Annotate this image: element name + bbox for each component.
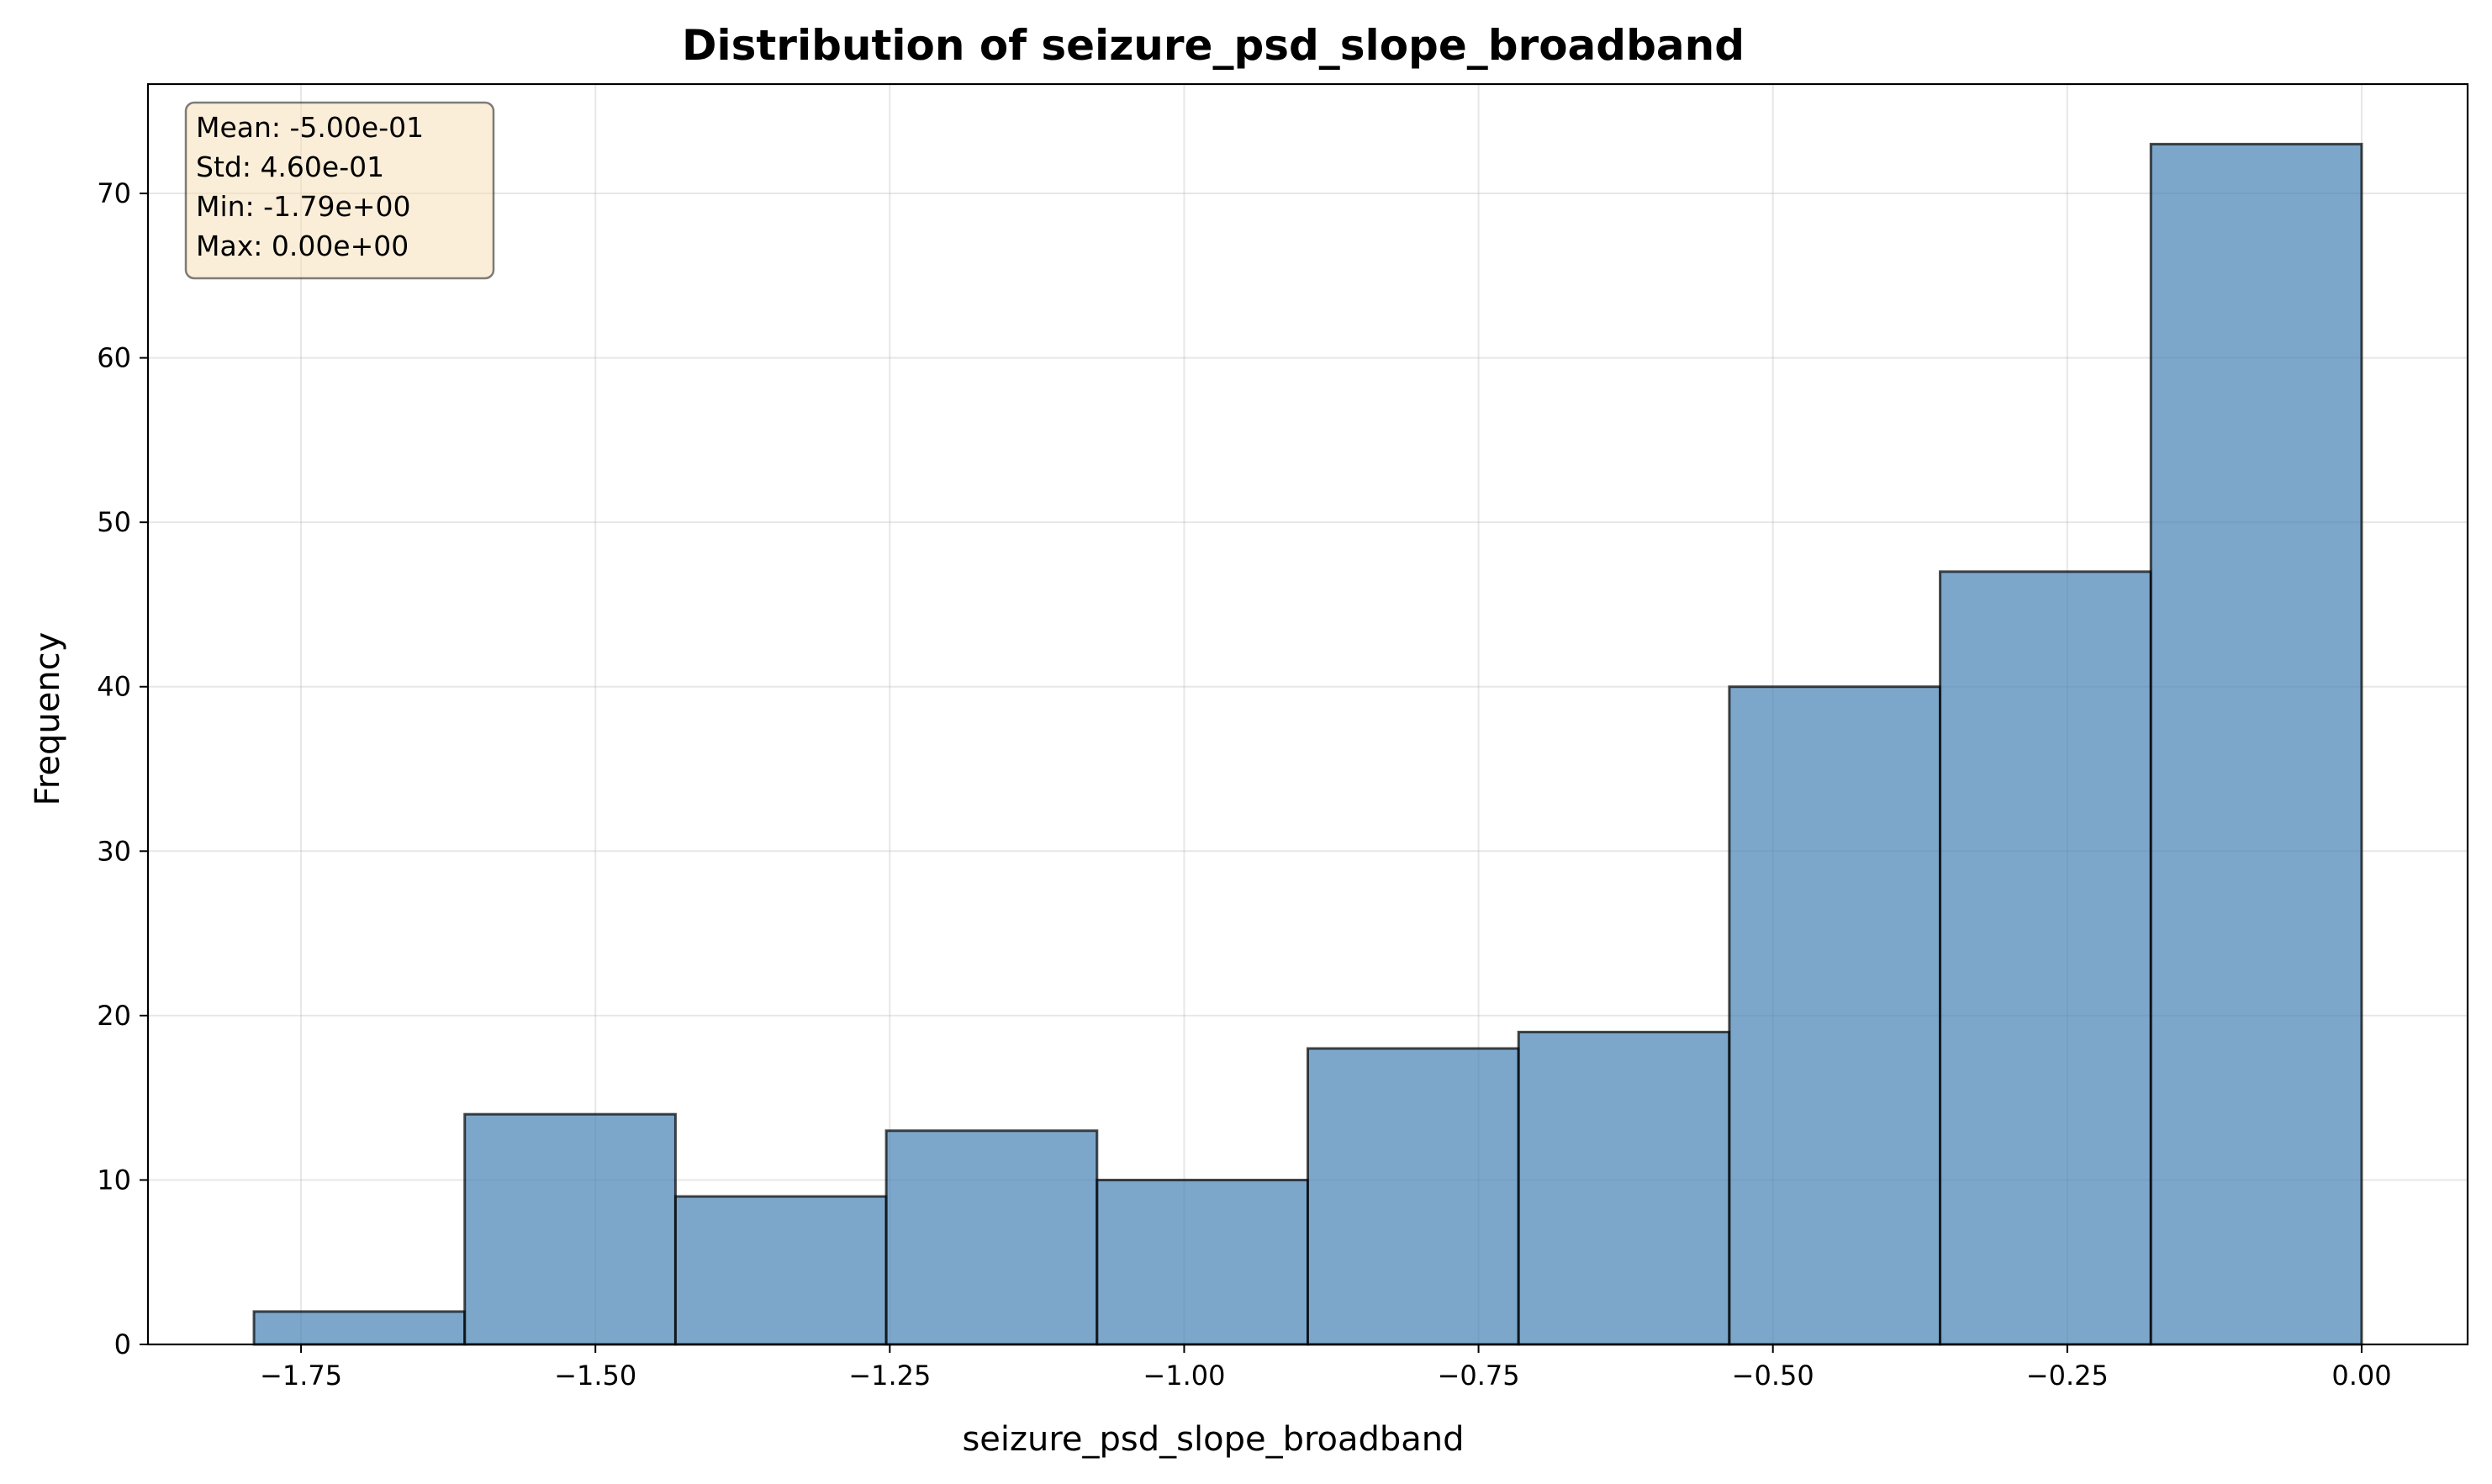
x-axis-ticks: −1.75 −1.50 −1.25 −1.00 −0.75 −0.50 −0.25 0.00 (260, 1344, 2392, 1392)
histogram-bar (1096, 1178, 1309, 1346)
x-axis-label: seizure_psd_slope_broadband (962, 1420, 1464, 1459)
stats-box: Mean: -5.00e-01 Std: 4.60e-01 Min: -1.79… (184, 101, 495, 280)
histogram-bar (1728, 685, 1942, 1346)
x-tick-label: −0.25 (2026, 1360, 2109, 1392)
stats-mean: Mean: -5.00e-01 (196, 111, 424, 144)
histogram-bars (252, 142, 2363, 1346)
histogram-bar (2149, 142, 2363, 1346)
x-tick-label: 0.00 (2331, 1360, 2391, 1392)
x-tick-label: −1.50 (554, 1360, 636, 1392)
stats-std: Std: 4.60e-01 (196, 151, 384, 183)
x-tick-label: −0.75 (1438, 1360, 1520, 1392)
histogram-bar (884, 1129, 1099, 1346)
y-tick-label: 50 (97, 506, 131, 538)
y-tick-label: 20 (97, 1000, 131, 1032)
histogram-bar (1517, 1030, 1731, 1346)
histogram-bar (1939, 570, 2152, 1346)
x-tick-label: −1.25 (848, 1360, 931, 1392)
y-tick-label: 60 (97, 342, 131, 374)
x-tick-label: −0.50 (1732, 1360, 1814, 1392)
stats-min: Min: -1.79e+00 (196, 190, 411, 223)
y-axis-label: Frequency (29, 632, 67, 806)
stats-max: Max: 0.00e+00 (196, 230, 409, 262)
x-tick-label: −1.75 (260, 1360, 342, 1392)
y-tick-label: 30 (97, 835, 131, 867)
y-axis-ticks: 0 10 20 30 40 50 60 70 (97, 177, 148, 1360)
y-tick-label: 10 (97, 1164, 131, 1196)
plot-frame (146, 82, 2469, 1346)
x-tick-label: −1.00 (1143, 1360, 1225, 1392)
stats-box-background (184, 101, 495, 280)
histogram-bar (463, 1112, 677, 1346)
chart-title: Distribution of seizure_psd_slope_broadb… (682, 21, 1745, 70)
histogram-bar (252, 1310, 467, 1346)
y-tick-label: 70 (97, 177, 131, 209)
histogram-bar (673, 1195, 888, 1346)
y-tick-label: 40 (97, 671, 131, 703)
histogram-bar (1307, 1047, 1520, 1346)
y-tick-label: 0 (114, 1328, 131, 1360)
